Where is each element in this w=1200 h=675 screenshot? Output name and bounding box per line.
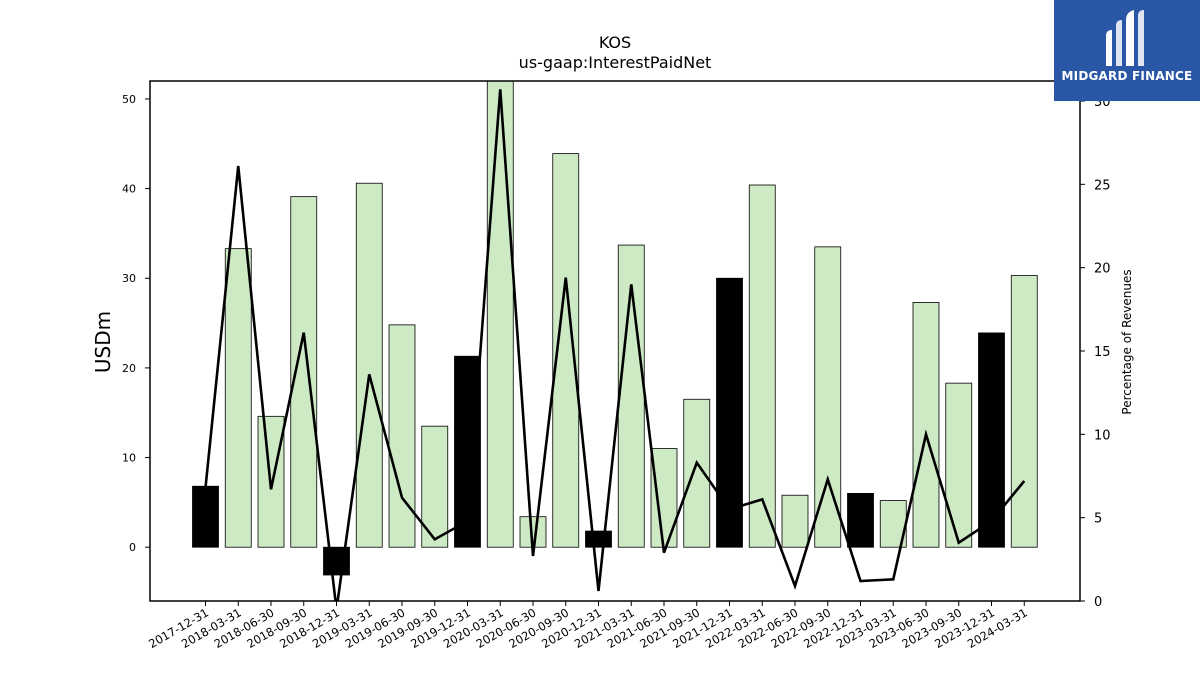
bar-2022-03-31 xyxy=(748,184,776,548)
logo-mark-icon xyxy=(1106,10,1144,66)
logo-text: MIDGARD FINANCE xyxy=(1061,69,1193,83)
y2-tick-label: 20 xyxy=(1094,262,1111,277)
y2-tick-label: 15 xyxy=(1094,345,1111,360)
chart-subtitle: us-gaap:InterestPaidNet xyxy=(519,53,712,72)
bar-2024-03-31 xyxy=(1010,275,1038,548)
brand-logo: MIDGARD FINANCE xyxy=(1054,0,1200,101)
bar-2022-09-30 xyxy=(814,246,842,548)
bar-2022-06-30 xyxy=(781,494,809,548)
chart-title: KOS xyxy=(599,33,631,52)
plot-frame xyxy=(149,80,1081,602)
y-tick-label: 20 xyxy=(122,362,136,375)
bar-2023-06-30 xyxy=(912,302,940,548)
bar-2021-06-30 xyxy=(650,448,678,548)
bar-2022-12-31 xyxy=(847,493,874,548)
bar-2019-06-30 xyxy=(388,324,416,548)
bar-2018-03-31 xyxy=(224,248,252,548)
bar-2021-12-31 xyxy=(716,277,743,548)
y2-tick-label: 10 xyxy=(1094,428,1111,443)
y2-tick-label: 5 xyxy=(1094,512,1102,527)
y2-axis-label: Percentage of Revenues xyxy=(1120,269,1134,414)
bar-2021-09-30 xyxy=(683,398,711,548)
bar-2020-12-31 xyxy=(585,530,612,548)
y-axis-label: USDm xyxy=(91,311,115,373)
y-tick-label: 40 xyxy=(122,183,136,196)
y-tick-label: 0 xyxy=(129,541,136,554)
y-tick-label: 10 xyxy=(122,452,136,465)
bar-2019-03-31 xyxy=(355,182,383,548)
y-tick-label: 50 xyxy=(122,93,136,106)
y2-tick-label: 25 xyxy=(1094,178,1111,193)
y2-tick-label: 0 xyxy=(1094,595,1102,610)
bar-2023-12-31 xyxy=(978,332,1005,548)
percentage-line xyxy=(204,89,1026,601)
bar-2017-12-31 xyxy=(192,485,219,548)
bar-2020-03-31 xyxy=(486,81,514,548)
y-tick-label: 30 xyxy=(122,272,136,285)
bar-2023-09-30 xyxy=(945,382,973,548)
